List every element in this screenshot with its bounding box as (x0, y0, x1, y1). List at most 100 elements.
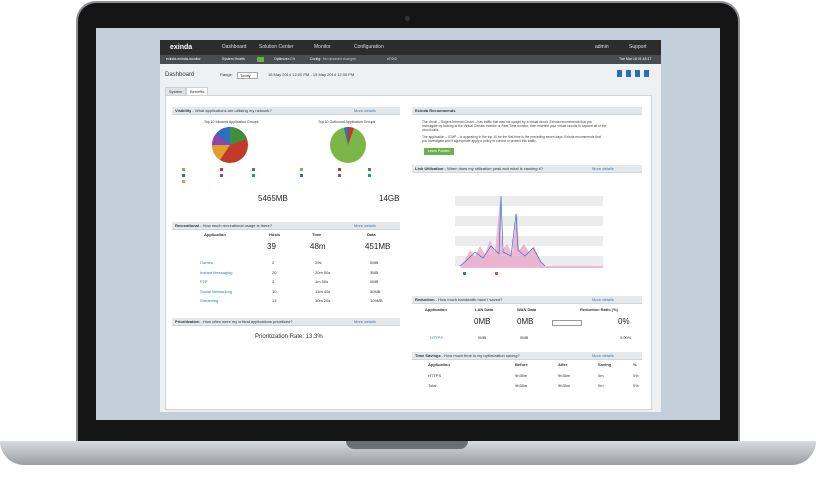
range-label: Range: (220, 72, 233, 77)
utilization-chart (455, 188, 603, 275)
pie-charts (182, 126, 371, 183)
cell: 13m 40s (315, 288, 331, 294)
cell: 10 (272, 288, 277, 294)
cell: 30MB (370, 288, 381, 294)
cell: 0% (633, 373, 639, 378)
cell: 0MB (520, 335, 529, 340)
cell: 2 (272, 260, 275, 265)
app-link[interactable]: P2P (200, 279, 208, 284)
nav-item[interactable]: Solution Center (259, 44, 294, 50)
panel-title: Link Utilization - When does my utilizat… (415, 166, 543, 171)
total: 39 (267, 242, 276, 251)
range-select[interactable]: Today (237, 72, 258, 79)
version: v7.0.0 (387, 57, 397, 61)
panel-header (172, 318, 400, 326)
more-details[interactable]: More details (592, 353, 614, 358)
cell: 9h35m (515, 373, 528, 378)
column-header: Time (312, 232, 322, 237)
cell: 109MB (370, 298, 383, 303)
column-header: Data (367, 232, 376, 237)
cell: 9h35m (558, 373, 571, 378)
column-header: % (633, 362, 637, 367)
health-ok (257, 57, 264, 62)
status-bar (160, 55, 661, 64)
cell: 29s (315, 260, 322, 265)
app-link[interactable]: HTTPS (430, 335, 444, 340)
config-label: Config: (310, 57, 322, 61)
total: 0% (618, 317, 630, 326)
more-details[interactable]: More details (354, 319, 376, 324)
cell: 0% (633, 383, 639, 388)
column-header: Application (425, 307, 447, 312)
camera (405, 16, 410, 21)
panel-header (412, 352, 642, 360)
cell: 10m 20s (315, 298, 331, 303)
optimizer-label: Optimizer: (274, 57, 290, 61)
chart-title: Top 10 Outbound Application Groups (318, 120, 376, 124)
more-details[interactable]: More details (592, 297, 614, 302)
column-header: Before (515, 362, 528, 367)
total: 5465MB (258, 194, 288, 203)
column-header: Hosts (269, 232, 281, 237)
config-state: No unsaved changes (323, 57, 356, 61)
cell: 20m 50s (315, 269, 331, 275)
column-header: WAN Data (517, 307, 537, 312)
panel-title: Time Savings - How much time is my optim… (415, 353, 520, 358)
learn-button[interactable]: Learn Policies (424, 148, 454, 155)
panel-title: Exinda Recommends (415, 108, 456, 113)
cell: 9h35m (558, 383, 571, 388)
top-nav (160, 40, 661, 55)
laptop-notch (346, 441, 468, 449)
host: exinda-exinda-monitor (166, 57, 201, 61)
nav-item[interactable]: Configuration (354, 44, 384, 50)
column-header: Reduction Ratio (%) (580, 307, 618, 312)
column-header: After (558, 362, 568, 367)
cell: 0m (598, 373, 604, 378)
total: 14GB (379, 194, 400, 203)
total: 0MB (517, 317, 534, 326)
total: 451MB (365, 242, 391, 251)
column-header: LAN Data (475, 307, 494, 312)
optimizer-state: ON (290, 57, 296, 61)
more-details[interactable]: More details (592, 166, 614, 171)
support-menu[interactable]: Support (629, 44, 647, 50)
cell: 1m 50s (315, 279, 329, 284)
panel-title: Recreational - How much recreational usa… (175, 223, 272, 228)
column-header: Application (428, 362, 450, 367)
more-details[interactable]: More details (354, 223, 376, 228)
panel-header (412, 296, 642, 304)
cell: 0m (598, 383, 604, 388)
column-header: Saving (598, 362, 612, 367)
cell: 20 (272, 269, 277, 275)
total: 48m (310, 242, 326, 251)
cell: 0MB (370, 260, 379, 265)
panel-header (412, 165, 642, 173)
app-link[interactable]: Games (200, 260, 213, 265)
date-range: 18 May 2014 12:00 PM - 19 May 2014 12:00… (268, 72, 355, 77)
app-link[interactable]: Instant Messaging (200, 269, 233, 275)
app-link[interactable]: Social Networking (200, 288, 233, 294)
nav-item[interactable]: Dashboard (222, 44, 247, 50)
chart-title: Top 10 Inbound Application Groups (204, 120, 259, 124)
cell: 0MB (370, 279, 379, 284)
cell: 3 (272, 279, 275, 284)
health: System Health (222, 57, 245, 61)
more-details[interactable]: More details (354, 108, 376, 113)
recommendation: The application – ICMP – is appearing in… (422, 135, 601, 143)
cell: 13 (272, 298, 277, 303)
app-link[interactable]: Streaming (200, 298, 219, 303)
cell: 0.00% (620, 335, 632, 340)
panel-title: Visibility - What applications are utili… (175, 108, 272, 113)
total: 0MB (474, 317, 491, 326)
toolbar-icons[interactable] (617, 70, 649, 77)
nav-item[interactable]: Monitor (314, 44, 331, 50)
logo: exinda (170, 44, 193, 51)
cell: HTTPS (428, 373, 442, 378)
cell: 0MB (478, 335, 487, 340)
user-menu[interactable]: admin (595, 44, 609, 50)
ratio-bar (552, 320, 582, 326)
clock: Tue Mar 18 01:18:17 (619, 57, 652, 61)
page-title: Dashboard (165, 72, 195, 78)
panel-header (172, 222, 400, 230)
